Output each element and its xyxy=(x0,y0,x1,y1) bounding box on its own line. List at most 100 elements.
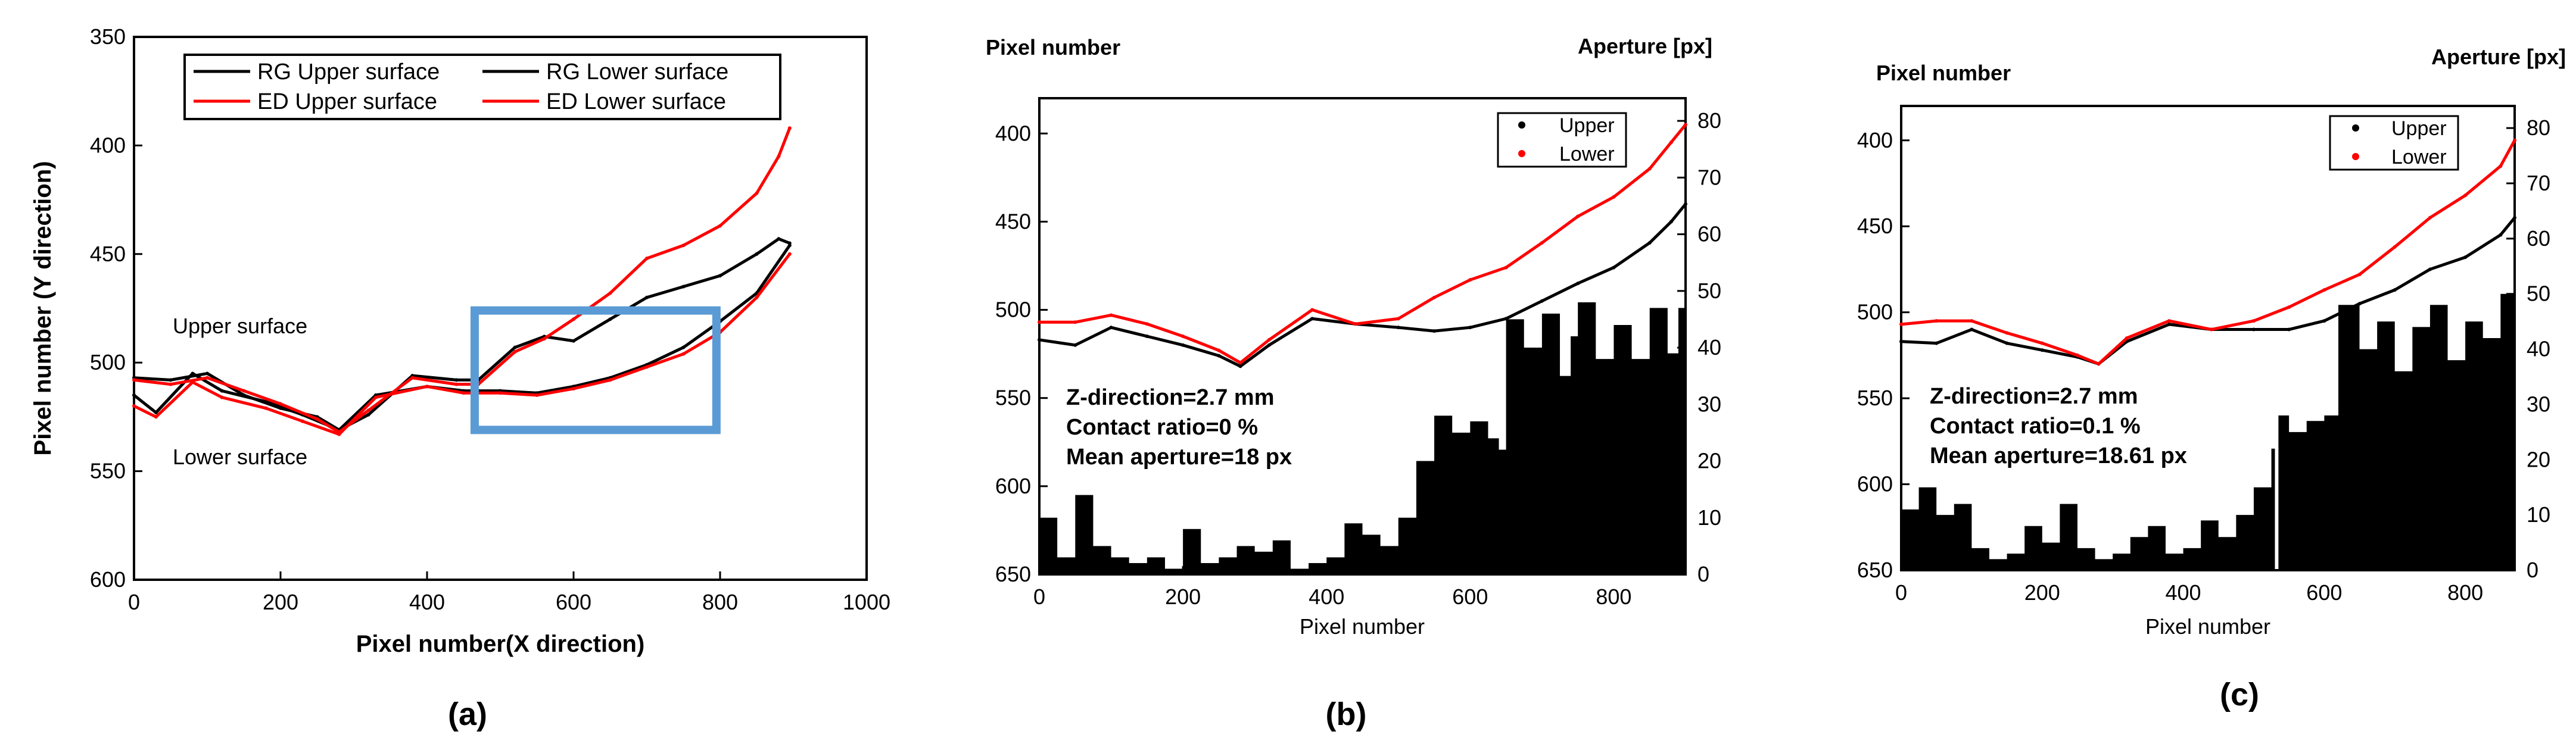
y-tick-label: 450 xyxy=(995,209,1031,233)
panel-b-legend-lower: Lower xyxy=(1559,143,1615,165)
point-ed-upper-surface xyxy=(787,126,792,130)
point-rg-upper-surface xyxy=(572,339,575,343)
point-upper xyxy=(1432,329,1437,333)
point-ed-upper-surface xyxy=(645,257,649,261)
point-lower xyxy=(2513,138,2516,142)
point-lower xyxy=(1073,320,1077,324)
y-tick-label: 450 xyxy=(90,242,126,266)
point-upper xyxy=(1073,343,1077,347)
x-tick-label: 1000 xyxy=(843,590,890,614)
panel-c-series xyxy=(1899,138,2516,570)
y-right-tick-label: 80 xyxy=(2527,115,2550,140)
point-rg-lower-surface xyxy=(220,389,224,393)
x-tick-label: 200 xyxy=(2024,580,2060,605)
point-lower xyxy=(1540,240,1544,245)
point-ed-upper-surface xyxy=(513,349,517,354)
point-ed-lower-surface xyxy=(787,252,792,256)
point-lower xyxy=(2125,336,2129,340)
point-upper xyxy=(1217,354,1221,358)
point-lower xyxy=(1504,265,1508,270)
point-lower xyxy=(2167,319,2171,323)
y-tick-label: 350 xyxy=(90,24,126,49)
point-ed-lower-surface xyxy=(608,378,612,382)
x-tick-label: 0 xyxy=(128,590,140,614)
panel-b-xlabel: Pixel number xyxy=(1300,614,1425,639)
point-rg-upper-surface xyxy=(366,412,370,417)
point-lower xyxy=(1238,361,1242,365)
point-ed-lower-surface xyxy=(681,352,686,356)
y-tick-label: 550 xyxy=(90,459,126,483)
y-tick-label: 650 xyxy=(1857,558,1893,582)
point-upper xyxy=(2040,348,2044,352)
point-rg-upper-surface xyxy=(718,274,722,278)
point-ed-lower-surface xyxy=(462,391,466,395)
point-lower xyxy=(2005,331,2009,335)
point-rg-upper-surface xyxy=(645,295,649,299)
point-lower xyxy=(2357,273,2362,277)
point-lower xyxy=(2463,193,2468,198)
x-tick-label: 400 xyxy=(409,590,445,614)
point-lower xyxy=(1647,167,1652,171)
panel-a-ylabel: Pixel number (Y direction) xyxy=(30,161,56,456)
point-rg-lower-surface xyxy=(191,371,195,376)
panel-c-legend: Upper Lower xyxy=(2329,115,2459,171)
line-ed-lower-surface xyxy=(133,253,791,436)
point-lower xyxy=(1038,320,1041,324)
panel-a-highlight-box xyxy=(470,306,721,435)
legend-marker-upper xyxy=(2352,124,2359,132)
point-upper xyxy=(1669,220,1673,224)
y-tick-label: 550 xyxy=(1857,386,1893,410)
panel-b-label: (b) xyxy=(1326,696,1367,732)
x-tick-label: 0 xyxy=(1895,580,1907,605)
panel-c-right-axis-title: Aperture [px] xyxy=(2431,45,2566,69)
point-ed-lower-surface xyxy=(154,415,158,419)
point-ed-upper-surface xyxy=(608,291,612,295)
series-upper xyxy=(1038,202,1687,368)
panel-b-info-z: Z-direction=2.7 mm xyxy=(1066,385,1274,410)
y-tick-label: 600 xyxy=(995,474,1031,498)
point-lower xyxy=(1970,319,1974,323)
y-right-tick-label: 70 xyxy=(2527,171,2550,195)
point-rg-upper-surface xyxy=(755,252,759,256)
y-tick-label: 400 xyxy=(90,133,126,157)
series-lower xyxy=(1038,123,1687,365)
point-upper xyxy=(1181,343,1185,347)
point-rg-upper-surface xyxy=(454,378,459,382)
legend-rg-upper: RG Upper surface xyxy=(257,60,440,85)
point-lower xyxy=(1109,313,1113,317)
point-upper xyxy=(1396,326,1400,330)
point-lower xyxy=(2393,245,2397,249)
point-upper xyxy=(1540,299,1544,303)
point-ed-upper-surface xyxy=(205,376,209,380)
panel-b-legend: Upper Lower xyxy=(1497,112,1627,168)
panel-b-legend-upper: Upper xyxy=(1559,114,1615,137)
point-lower xyxy=(1217,348,1221,352)
point-ed-upper-surface xyxy=(315,417,319,421)
panel-a-label: (a) xyxy=(448,696,487,732)
y-tick-label: 600 xyxy=(90,567,126,592)
y-tick-label: 400 xyxy=(1857,128,1893,152)
point-upper xyxy=(2357,302,2362,306)
y-right-tick-label: 70 xyxy=(1697,165,1721,189)
x-tick-label: 200 xyxy=(1165,585,1201,609)
x-tick-label: 600 xyxy=(1452,585,1488,609)
panel-c-info-mean: Mean aperture=18.61 px xyxy=(1930,443,2187,468)
point-lower xyxy=(1310,308,1315,312)
panel-b-series xyxy=(1038,123,1687,574)
point-ed-lower-surface xyxy=(535,393,539,397)
point-ed-upper-surface xyxy=(572,317,575,321)
x-tick-label: 800 xyxy=(2447,580,2483,605)
point-lower xyxy=(2097,362,2101,366)
y-tick-label: 650 xyxy=(995,562,1031,586)
point-upper xyxy=(2393,288,2397,292)
point-ed-upper-surface xyxy=(132,378,136,382)
point-ed-upper-surface xyxy=(542,337,546,341)
x-tick-label: 600 xyxy=(2306,580,2342,605)
point-lower xyxy=(1576,214,1580,218)
point-upper xyxy=(1612,265,1616,270)
y-tick-label: 500 xyxy=(90,350,126,374)
y-tick-label: 450 xyxy=(1857,214,1893,238)
point-lower xyxy=(1669,140,1673,145)
